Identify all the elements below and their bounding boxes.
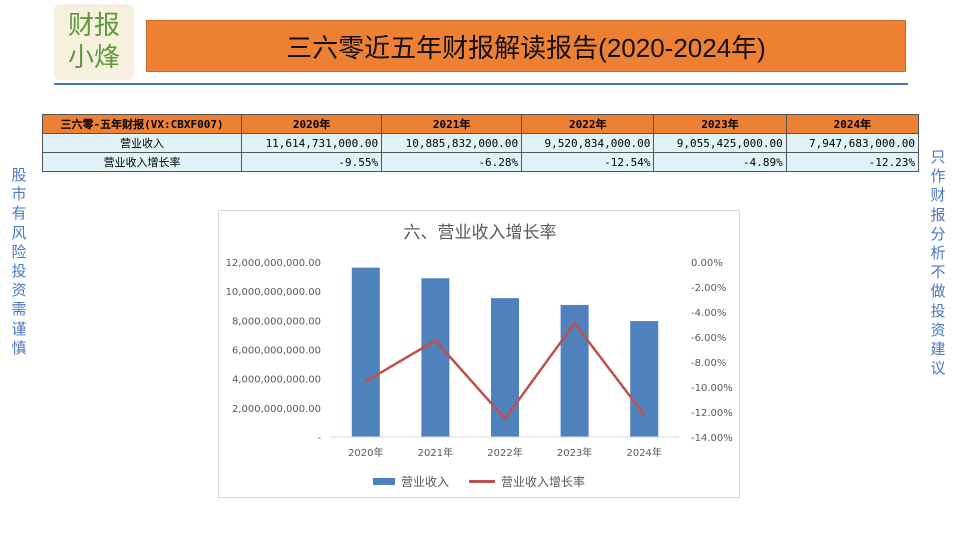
y-axis-tick-label: 6,000,000,000.00 bbox=[232, 346, 321, 357]
bar-revenue bbox=[351, 267, 380, 437]
chart-legend: 营业收入 营业收入增长率 bbox=[219, 473, 739, 490]
chart-panel: 六、营业收入增长率 12,000,000,000.00 10,000,000,000… bbox=[218, 210, 740, 498]
y-axis-tick-label: 10,000,000,000.00 bbox=[226, 287, 321, 298]
x-axis-tick-label: 2024年 bbox=[626, 446, 661, 459]
bar-revenue bbox=[630, 321, 659, 437]
table-cell: -9.55% bbox=[241, 152, 383, 172]
row-label: 营业收入增长率 bbox=[41, 152, 243, 172]
y2-axis-tick-label: -12.00% bbox=[691, 408, 733, 419]
y2-axis-tick-label: -10.00% bbox=[691, 383, 733, 394]
legend-item-line: 营业收入增长率 bbox=[469, 473, 585, 490]
chart-title: 六、营业收入增长率 bbox=[404, 223, 557, 243]
page-title: 三六零近五年财报解读报告(2020-2024年) bbox=[146, 20, 906, 72]
y2-axis-tick-label: -6.00% bbox=[691, 333, 726, 344]
x-axis-tick-label: 2021年 bbox=[418, 446, 453, 459]
year-header: 2020年 bbox=[241, 114, 383, 134]
bar-revenue bbox=[560, 304, 589, 437]
y-axis-tick-label: 12,000,000,000.00 bbox=[226, 258, 321, 269]
legend-swatch-line bbox=[469, 480, 495, 483]
bar-revenue bbox=[491, 298, 519, 437]
table-cell: 10,885,832,000.00 bbox=[381, 133, 523, 153]
y-axis-tick-label: 2,000,000,000.00 bbox=[232, 404, 321, 415]
x-axis-tick-label: 2023年 bbox=[557, 446, 592, 459]
table-header-row: 三六零-五年财报(VX:CBXF007) 2020年 2021年 2022年 2… bbox=[41, 114, 920, 134]
legend-label: 营业收入 bbox=[400, 475, 449, 489]
y-axis-tick-label: 4,000,000,000.00 bbox=[232, 375, 321, 386]
table-corner-header: 三六零-五年财报(VX:CBXF007) bbox=[41, 114, 243, 134]
x-axis-tick-label: 2020年 bbox=[348, 446, 383, 459]
year-header: 2021年 bbox=[381, 114, 523, 134]
y2-axis-tick-label: -4.00% bbox=[691, 308, 726, 319]
legend-swatch-bar bbox=[372, 478, 395, 485]
table-cell: -4.89% bbox=[653, 152, 787, 172]
y2-axis-tick-label: -14.00% bbox=[691, 433, 733, 444]
year-header: 2023年 bbox=[653, 114, 787, 134]
y2-axis-tick-label: -2.00% bbox=[691, 283, 726, 294]
header-divider bbox=[54, 83, 908, 85]
table-cell: 11,614,731,000.00 bbox=[241, 133, 383, 153]
bar-revenue bbox=[421, 278, 450, 437]
table-cell: 7,947,683,000.00 bbox=[785, 133, 920, 153]
year-header: 2022年 bbox=[521, 114, 655, 134]
table-row-growth: 营业收入增长率 -9.55% -6.28% -12.54% -4.89% -12… bbox=[41, 152, 920, 172]
table-row-revenue: 营业收入 11,614,731,000.00 10,885,832,000.00… bbox=[41, 133, 920, 153]
legend-item-bar: 营业收入 bbox=[372, 473, 449, 490]
y-axis-tick-label: - bbox=[317, 433, 321, 444]
financial-table: 三六零-五年财报(VX:CBXF007) 2020年 2021年 2022年 2… bbox=[41, 114, 920, 172]
table-cell: -12.54% bbox=[521, 152, 655, 172]
disclaimer-vertical: 只作财报分析 不做投资建议 bbox=[930, 148, 946, 378]
combo-chart: 六、营业收入增长率 12,000,000,000.00 10,000,000,000… bbox=[226, 223, 733, 459]
y2-axis-tick-label: -8.00% bbox=[691, 358, 726, 369]
table-cell: -12.23% bbox=[785, 152, 920, 172]
risk-warning-vertical: 股市有风险 投资需谨慎 bbox=[11, 166, 27, 357]
x-axis-tick-label: 2022年 bbox=[487, 446, 522, 459]
table-cell: 9,520,834,000.00 bbox=[521, 133, 655, 153]
y2-axis-tick-label: 0.00% bbox=[691, 258, 723, 269]
logo: 财报 小烽 bbox=[54, 4, 134, 80]
table-cell: -6.28% bbox=[381, 152, 523, 172]
logo-line-2: 小烽 bbox=[67, 43, 120, 73]
row-label: 营业收入 bbox=[41, 133, 243, 153]
table-cell: 9,055,425,000.00 bbox=[653, 133, 787, 153]
logo-line-1: 财报 bbox=[67, 11, 120, 41]
y-axis-tick-label: 8,000,000,000.00 bbox=[232, 316, 321, 327]
series-line-growth bbox=[364, 321, 646, 420]
legend-label: 营业收入增长率 bbox=[501, 475, 586, 489]
year-header: 2024年 bbox=[785, 114, 920, 134]
